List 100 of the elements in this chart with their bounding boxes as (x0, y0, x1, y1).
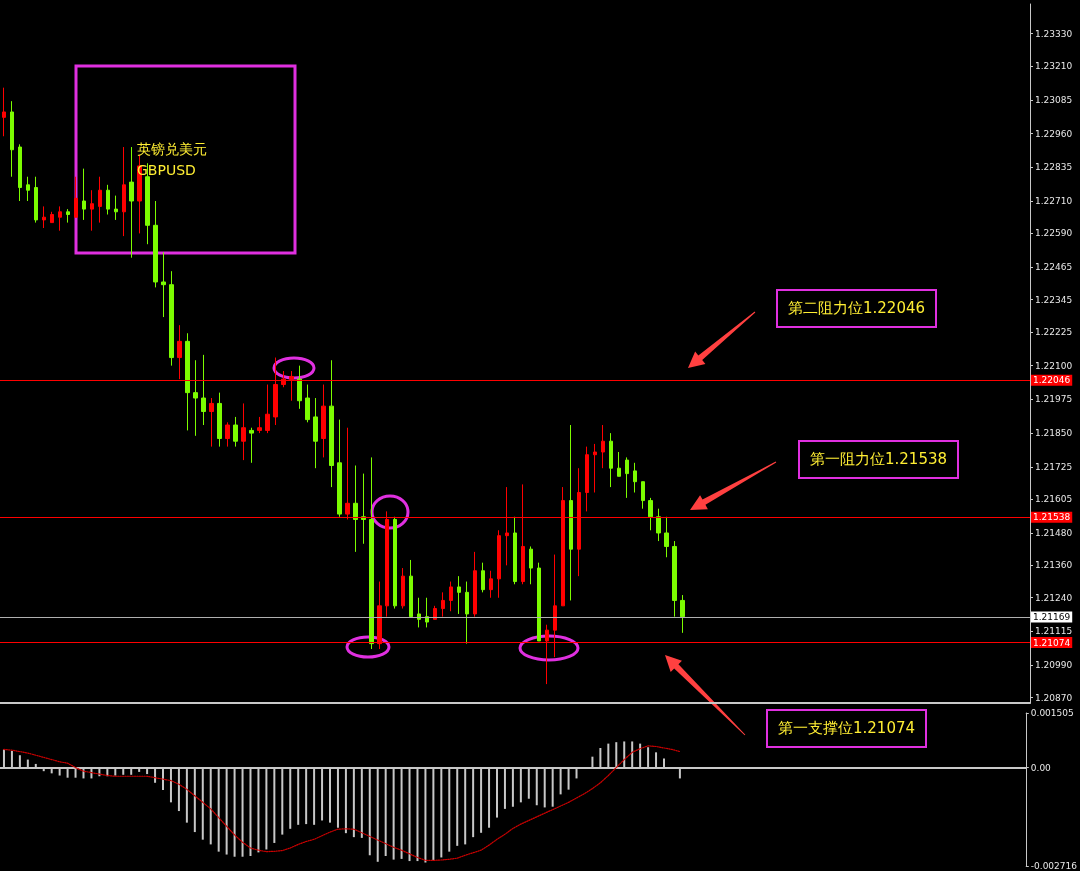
candlestick (441, 591, 445, 618)
candlestick (42, 205, 46, 229)
candlestick (489, 570, 493, 599)
candlestick (10, 100, 14, 178)
candlestick (625, 456, 629, 499)
candlestick (529, 545, 533, 585)
annotation: 第一阻力位1.21538 (798, 440, 960, 479)
y-tick-label: 0.001505 (1030, 708, 1074, 718)
y-tick-label: 1.21360 (1035, 560, 1073, 571)
candlestick (193, 359, 198, 437)
candlestick (433, 605, 437, 620)
y-tick-label: 1.23330 (1035, 28, 1073, 39)
candlestick (409, 559, 413, 618)
y-tick-label: 1.22960 (1035, 128, 1073, 139)
y-tick-label: 1.20990 (1035, 660, 1073, 671)
candlestick (337, 419, 342, 518)
y-tick-label: 1.21850 (1035, 428, 1073, 439)
candlestick (601, 424, 605, 469)
y-tick-label: 1.22465 (1035, 262, 1073, 273)
candlestick (617, 451, 621, 477)
y-tick-label: -0.002716 (1030, 861, 1078, 871)
candlestick (609, 432, 613, 488)
y-tick-label: 1.22835 (1035, 162, 1073, 173)
y-tick-label: 1.21115 (1035, 626, 1073, 637)
candlestick (161, 251, 166, 318)
ref-line-label: 1.22046 (1033, 375, 1071, 386)
ref-line-label: 1.21074 (1033, 637, 1071, 648)
candlestick (361, 473, 366, 545)
candlestick (473, 551, 477, 618)
candlestick (50, 211, 54, 224)
candlestick (569, 424, 573, 601)
y-tick-label: 1.21975 (1035, 394, 1073, 405)
candlestick (241, 402, 246, 461)
candlestick (225, 421, 230, 448)
candlestick (593, 443, 597, 493)
candlestick (329, 359, 334, 488)
candlestick (249, 427, 254, 464)
candlestick (66, 208, 70, 224)
line-series (3, 745, 681, 861)
candlestick (497, 529, 501, 599)
annotation: 第二阻力位1.22046 (776, 289, 938, 328)
candlestick (257, 416, 262, 434)
y-tick-label: 1.22100 (1035, 360, 1073, 371)
candlestick (209, 397, 214, 448)
ref-line-label: 1.21538 (1033, 512, 1071, 523)
candlestick (321, 384, 326, 458)
candlestick (305, 384, 310, 423)
y-tick-label: 1.21480 (1035, 527, 1073, 538)
candlestick (353, 465, 358, 553)
y-tick-label: 1.22590 (1035, 228, 1073, 239)
candlestick (58, 205, 62, 232)
candlestick (369, 456, 374, 650)
candlestick (401, 567, 405, 610)
candlestick (449, 581, 453, 612)
candlestick (18, 143, 22, 202)
annotation: 第一支撑位1.21074 (766, 709, 928, 748)
candlestick (633, 462, 637, 493)
candlestick (98, 176, 102, 224)
y-tick-label: 1.21605 (1035, 494, 1073, 505)
y-tick-label: 1.20870 (1035, 692, 1073, 703)
candlestick (313, 397, 318, 469)
candlestick (153, 200, 158, 288)
candlestick (393, 516, 397, 610)
y-tick-label: 1.23085 (1035, 94, 1073, 105)
y-tick-label: 0.00 (1030, 762, 1052, 773)
candlestick (26, 176, 30, 202)
ref-line-label: 1.21169 (1033, 611, 1071, 622)
candlestick (129, 146, 134, 259)
candlestick (513, 516, 517, 585)
candlestick (265, 384, 270, 434)
candlestick (106, 184, 110, 216)
candlestick (537, 562, 541, 642)
candlestick (201, 354, 206, 426)
candlestick (465, 581, 469, 645)
candlestick (457, 575, 461, 615)
candlestick (680, 594, 685, 634)
candlestick (664, 516, 669, 558)
candlestick (641, 481, 645, 510)
candlestick (481, 562, 485, 593)
text: 英镑兑美元 (137, 141, 207, 159)
candlestick (297, 365, 302, 410)
candlestick (74, 176, 78, 218)
candlestick (648, 497, 653, 531)
candlestick (672, 540, 677, 618)
y-tick-label: 1.23210 (1035, 61, 1073, 72)
candlestick (122, 146, 126, 237)
y-tick-label: 1.21240 (1035, 592, 1073, 603)
candlestick (169, 270, 174, 367)
y-tick-label: 1.22710 (1035, 196, 1073, 207)
y-tick-label: 1.21725 (1035, 461, 1073, 472)
candlestick (34, 176, 38, 224)
candlestick (2, 87, 6, 137)
candlestick (656, 508, 661, 542)
candlestick (82, 168, 86, 221)
candlestick (585, 446, 589, 512)
candlestick (217, 392, 222, 448)
candlestick (233, 416, 238, 448)
y-tick-label: 1.22225 (1035, 326, 1073, 337)
candlestick (185, 332, 190, 431)
y-tick-label: 1.22345 (1035, 294, 1073, 305)
